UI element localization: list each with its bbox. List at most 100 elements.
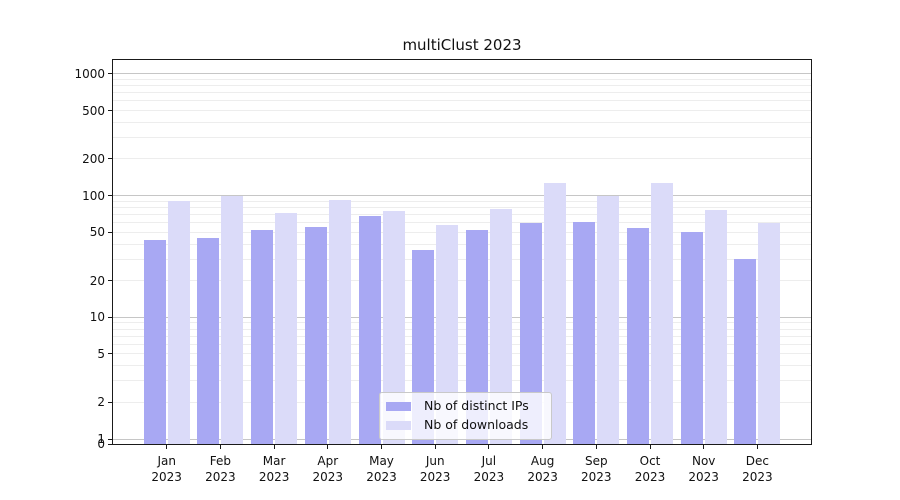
bar-nb-of-distinct-ips-jul: [465, 230, 488, 444]
gridline-800: [113, 85, 811, 87]
gridline-90: [113, 200, 811, 202]
y-tick-mark-1: [108, 438, 113, 440]
bar-nb-of-downloads-jul: [489, 208, 512, 444]
x-tick-month: May: [369, 454, 394, 468]
x-tick-label-jul: Jul 2023: [457, 453, 521, 485]
bar-nb-of-downloads-may: [382, 210, 405, 444]
gridline-100: [113, 195, 811, 197]
plot-area: [112, 59, 812, 445]
x-tick-label-jan: Jan 2023: [135, 453, 199, 485]
x-tick-mark-apr: [327, 444, 329, 449]
bar-nb-of-distinct-ips-nov: [680, 232, 703, 444]
x-tick-mark-oct: [649, 444, 651, 449]
x-tick-mark-jan: [166, 444, 168, 449]
x-tick-year: 2023: [527, 470, 558, 484]
y-tick-label-100: 100: [82, 188, 105, 203]
bar-nb-of-downloads-mar: [275, 212, 298, 444]
legend-item-distinct-ips: Nb of distinct IPs: [386, 397, 542, 415]
gridline-70: [113, 213, 811, 215]
x-tick-mark-aug: [542, 444, 544, 449]
bar-nb-of-downloads-jun: [436, 225, 459, 444]
gridline-8: [113, 328, 811, 330]
y-tick-mark-20: [108, 280, 113, 282]
x-tick-year: 2023: [634, 470, 666, 484]
x-tick-month: Jan: [157, 454, 176, 468]
gridline-40: [113, 243, 811, 245]
y-tick-label-50: 50: [89, 225, 105, 240]
x-tick-label-apr: Apr 2023: [296, 453, 360, 485]
y-tick-mark-500: [108, 110, 113, 112]
legend-label-distinct-ips: Nb of distinct IPs: [424, 398, 529, 413]
legend: Nb of distinct IPs Nb of downloads: [379, 392, 552, 440]
x-tick-year: 2023: [419, 470, 451, 484]
bar-nb-of-distinct-ips-apr: [304, 227, 327, 444]
gridline-10: [113, 316, 811, 318]
bar-nb-of-distinct-ips-may: [358, 215, 381, 444]
gridline-200: [113, 158, 811, 160]
x-tick-mark-jun: [434, 444, 436, 449]
x-tick-month: Apr: [317, 454, 339, 468]
legend-swatch-distinct-ips: [386, 401, 411, 411]
gridline-20: [113, 280, 811, 282]
gridline-7: [113, 335, 811, 337]
x-tick-mark-dec: [756, 444, 758, 449]
gridline-500: [113, 110, 811, 112]
x-tick-month: Sep: [584, 454, 608, 468]
x-tick-year: 2023: [205, 470, 236, 484]
legend-swatch-downloads: [386, 420, 411, 430]
y-tick-label-10: 10: [89, 310, 105, 325]
bar-nb-of-distinct-ips-jan: [143, 240, 166, 444]
gridline-9: [113, 322, 811, 324]
x-tick-month: Nov: [691, 454, 716, 468]
gridline-3: [113, 380, 811, 382]
gridline-4: [113, 365, 811, 367]
bar-nb-of-distinct-ips-sep: [573, 221, 596, 444]
x-tick-label-jun: Jun 2023: [403, 453, 467, 485]
y-tick-mark-1000: [108, 73, 113, 75]
gridline-300: [113, 137, 811, 139]
x-tick-year: 2023: [688, 470, 719, 484]
y-tick-mark-5: [108, 353, 113, 355]
bar-nb-of-downloads-sep: [597, 195, 620, 444]
gridline-5: [113, 353, 811, 355]
bar-nb-of-downloads-nov: [704, 210, 727, 444]
bar-nb-of-distinct-ips-feb: [197, 237, 220, 444]
gridline-30: [113, 258, 811, 260]
x-tick-mark-nov: [703, 444, 705, 449]
x-tick-label-mar: Mar 2023: [242, 453, 306, 485]
x-tick-mark-may: [381, 444, 382, 449]
x-tick-mark-jul: [488, 444, 490, 449]
legend-item-downloads: Nb of downloads: [386, 416, 542, 434]
y-tick-label-500: 500: [82, 103, 105, 118]
bar-nb-of-downloads-dec: [758, 222, 781, 444]
x-tick-mark-feb: [219, 444, 221, 449]
bar-nb-of-downloads-feb: [221, 195, 244, 444]
x-tick-month: Feb: [209, 454, 232, 468]
y-tick-label-200: 200: [82, 151, 105, 166]
bar-nb-of-downloads-apr: [328, 200, 351, 444]
legend-label-downloads: Nb of downloads: [424, 417, 529, 432]
y-tick-label-5: 5: [97, 346, 105, 361]
x-tick-label-sep: Sep 2023: [564, 453, 628, 485]
y-tick-label-2: 2: [97, 395, 105, 410]
y-tick-label-1000: 1000: [74, 66, 105, 81]
x-tick-month: Aug: [530, 454, 555, 468]
gridline-80: [113, 206, 811, 208]
chart-title: multiClust 2023: [402, 36, 522, 54]
bar-nb-of-distinct-ips-aug: [519, 222, 542, 444]
x-tick-label-may: May 2023: [350, 453, 414, 485]
x-tick-label-feb: Feb 2023: [188, 453, 252, 485]
x-tick-label-nov: Nov 2023: [672, 453, 736, 485]
y-tick-mark-50: [108, 231, 113, 233]
y-tick-mark-2: [108, 401, 113, 403]
gridline-700: [113, 92, 811, 94]
x-tick-year: 2023: [366, 470, 397, 484]
x-tick-month: Mar: [262, 454, 286, 468]
x-tick-year: 2023: [581, 470, 612, 484]
y-tick-mark-100: [108, 195, 113, 197]
gridline-600: [113, 100, 811, 102]
x-tick-mark-sep: [595, 444, 597, 449]
y-tick-mark-10: [108, 316, 113, 318]
x-tick-label-dec: Dec 2023: [725, 453, 789, 485]
